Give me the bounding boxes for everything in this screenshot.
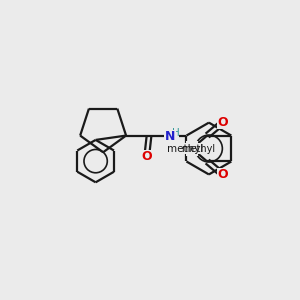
Text: N: N: [165, 130, 175, 143]
Text: O: O: [141, 150, 152, 163]
Text: methyl: methyl: [181, 143, 215, 154]
Text: methyl: methyl: [167, 143, 204, 154]
Text: H: H: [172, 128, 179, 138]
Text: N: N: [187, 142, 197, 155]
Text: methyl: methyl: [179, 147, 184, 148]
Text: O: O: [218, 168, 228, 181]
Text: O: O: [218, 116, 228, 129]
